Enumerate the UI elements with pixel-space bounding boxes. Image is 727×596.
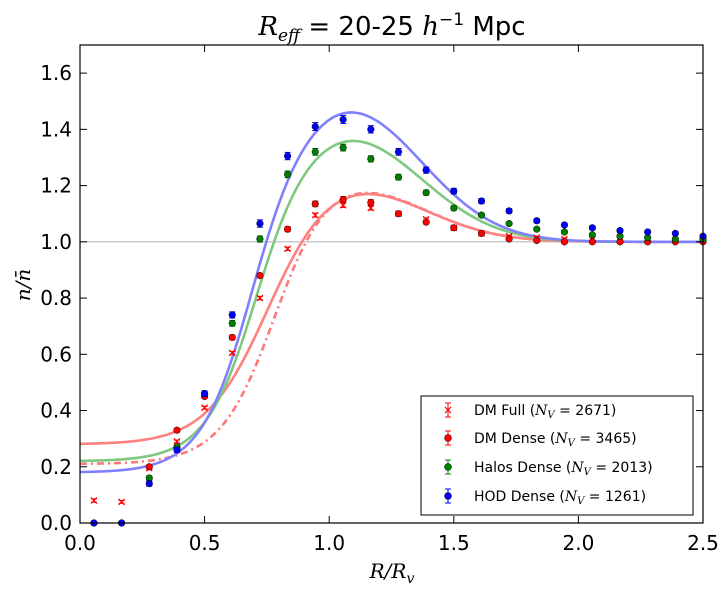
y-tick-label-2: 0.4 <box>40 399 72 423</box>
x-tick-label-1: 0.5 <box>189 531 221 555</box>
legend-entry-halos-dense: Halos Dense (NV = 2013) <box>474 460 653 478</box>
data-point-3-15 <box>505 207 513 215</box>
legend-marker-2 <box>444 463 452 471</box>
legend-entry-hod-dense: HOD Dense (NV = 1261) <box>474 489 646 507</box>
data-point-0-4 <box>201 404 209 412</box>
y-tick-label-4: 0.8 <box>40 286 72 310</box>
x-tick-label-0: 0.0 <box>64 531 96 555</box>
data-point-2-13 <box>450 204 458 212</box>
data-point-1-8 <box>311 200 319 208</box>
data-point-1-12 <box>422 218 430 226</box>
fit-curve-3 <box>79 111 703 474</box>
data-point-3-21 <box>671 229 679 237</box>
data-point-1-3 <box>173 426 181 434</box>
plot-frame <box>79 44 704 524</box>
data-point-3-5 <box>228 311 236 319</box>
data-point-1-11 <box>394 210 403 218</box>
data-point-1-15 <box>505 235 513 243</box>
data-point-1-17 <box>560 238 568 246</box>
data-point-3-3 <box>173 446 181 454</box>
axes-layer <box>79 44 704 524</box>
data-point-1-2 <box>145 463 153 471</box>
data-point-2-15 <box>505 219 513 228</box>
legend-marker-3 <box>444 492 452 500</box>
data-point-2-14 <box>477 211 486 219</box>
ticks-layer: 0.0 0.5 1.0 1.5 2.0 2.5 0.0 0.2 0.4 0.6 0.8 1.0 1.2 1… <box>40 45 719 555</box>
data-point-0-6 <box>256 294 264 302</box>
x-axis-label: R/Rv <box>369 559 415 587</box>
data-point-3-9 <box>339 115 347 124</box>
y-tick-label-8: 1.6 <box>40 61 72 85</box>
data-point-2-11 <box>394 173 403 181</box>
legend-marker-0 <box>444 406 452 414</box>
data-point-3-6 <box>256 219 264 228</box>
y-tick-label-0: 0.0 <box>40 511 72 535</box>
x-tick-label-3: 1.5 <box>438 531 470 555</box>
y-tick-label-3: 0.6 <box>40 342 72 366</box>
data-point-3-8 <box>311 122 319 131</box>
data-point-3-13 <box>450 187 458 195</box>
y-axis-label: n/n̄ <box>11 269 35 302</box>
data-point-1-13 <box>450 224 458 232</box>
data-point-0-0 <box>90 497 98 504</box>
y-tick-label-7: 1.4 <box>40 117 72 141</box>
data-point-3-16 <box>533 217 541 225</box>
data-point-0-5 <box>228 349 236 357</box>
data-point-2-9 <box>339 144 347 152</box>
data-point-3-20 <box>644 228 652 236</box>
data-point-2-17 <box>560 228 568 236</box>
data-point-3-12 <box>422 166 430 174</box>
x-tick-label-2: 1.0 <box>313 531 345 555</box>
data-point-1-9 <box>339 196 347 204</box>
data-point-3-7 <box>284 152 292 160</box>
legend-frame <box>420 395 694 516</box>
data-point-2-16 <box>533 225 541 233</box>
data-point-0-8 <box>311 211 319 219</box>
data-point-0-3 <box>173 438 181 445</box>
y-tick-label-1: 0.2 <box>40 455 72 479</box>
data-point-2-8 <box>311 148 319 156</box>
y-tick-label-5: 1.0 <box>40 230 72 254</box>
data-point-3-18 <box>588 224 596 232</box>
data-point-1-14 <box>477 229 486 237</box>
legend-marker-1 <box>444 434 452 442</box>
data-point-3-4 <box>201 390 209 398</box>
data-point-2-18 <box>588 231 596 239</box>
legend: DM Full (NV = 2671) DM Dense (NV = 3465)… <box>420 395 694 516</box>
data-point-2-7 <box>284 170 292 178</box>
data-point-0-7 <box>284 245 292 253</box>
data-point-2-10 <box>367 155 375 163</box>
fit-curves-layer <box>79 111 703 474</box>
data-point-3-14 <box>477 197 486 205</box>
data-point-3-17 <box>560 221 568 229</box>
data-point-1-7 <box>284 225 292 233</box>
data-point-1-5 <box>228 333 236 341</box>
data-point-1-16 <box>533 236 541 244</box>
legend-entry-dm-dense: DM Dense (NV = 3465) <box>474 431 637 449</box>
data-point-3-19 <box>616 227 624 235</box>
data-point-1-10 <box>367 198 375 207</box>
data-point-3-10 <box>367 125 375 133</box>
y-tick-label-6: 1.2 <box>40 174 72 198</box>
data-point-2-12 <box>422 189 430 197</box>
legend-entry-dm-full: DM Full (NV = 2671) <box>474 403 616 421</box>
chart-title: Reff = 20-25 h−1 Mpc <box>257 10 525 46</box>
x-tick-label-5: 2.5 <box>687 531 719 555</box>
x-tick-label-4: 2.0 <box>562 531 594 555</box>
data-point-3-11 <box>394 148 403 156</box>
data-point-1-6 <box>256 272 264 280</box>
data-point-0-1 <box>118 498 126 506</box>
data-point-3-2 <box>145 480 153 488</box>
data-point-0-9 <box>339 201 347 209</box>
data-point-1-18 <box>588 238 596 246</box>
data-point-2-5 <box>228 319 236 327</box>
data-point-0-10 <box>367 204 375 212</box>
data-point-2-6 <box>256 235 264 243</box>
legend-markers <box>444 402 452 504</box>
